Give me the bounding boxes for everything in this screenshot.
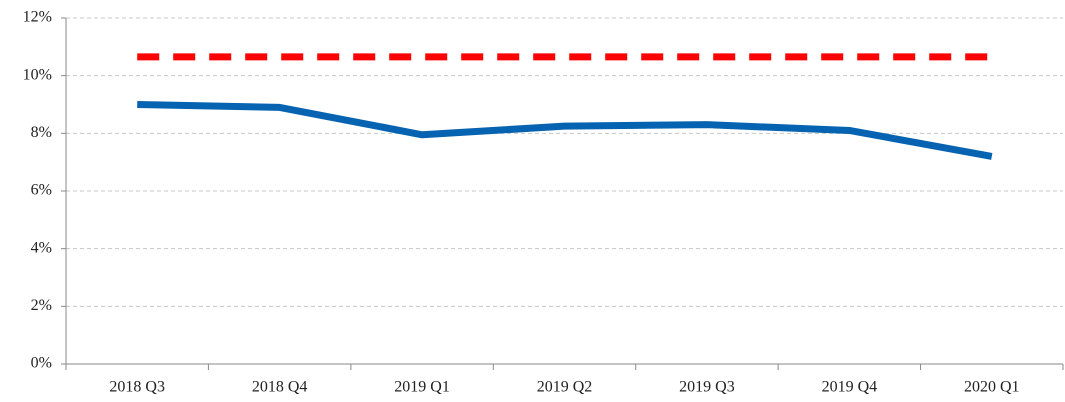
y-tick-label: 2% <box>31 297 52 314</box>
y-tick-label: 0% <box>31 355 52 372</box>
x-tick-label: 2018 Q4 <box>252 379 308 396</box>
x-tick-label: 2020 Q1 <box>964 379 1020 396</box>
y-tick-label: 12% <box>23 9 52 26</box>
y-tick-label: 8% <box>31 124 52 141</box>
y-tick-label: 4% <box>31 239 52 256</box>
x-tick-label: 2019 Q2 <box>537 379 593 396</box>
x-tick-label: 2019 Q1 <box>394 379 450 396</box>
y-tick-label: 6% <box>31 182 52 199</box>
y-tick-label: 10% <box>23 66 52 83</box>
x-tick-label: 2019 Q3 <box>679 379 735 396</box>
x-tick-label: 2018 Q3 <box>109 379 165 396</box>
x-tick-label: 2019 Q4 <box>822 379 878 396</box>
series-line <box>137 101 993 160</box>
